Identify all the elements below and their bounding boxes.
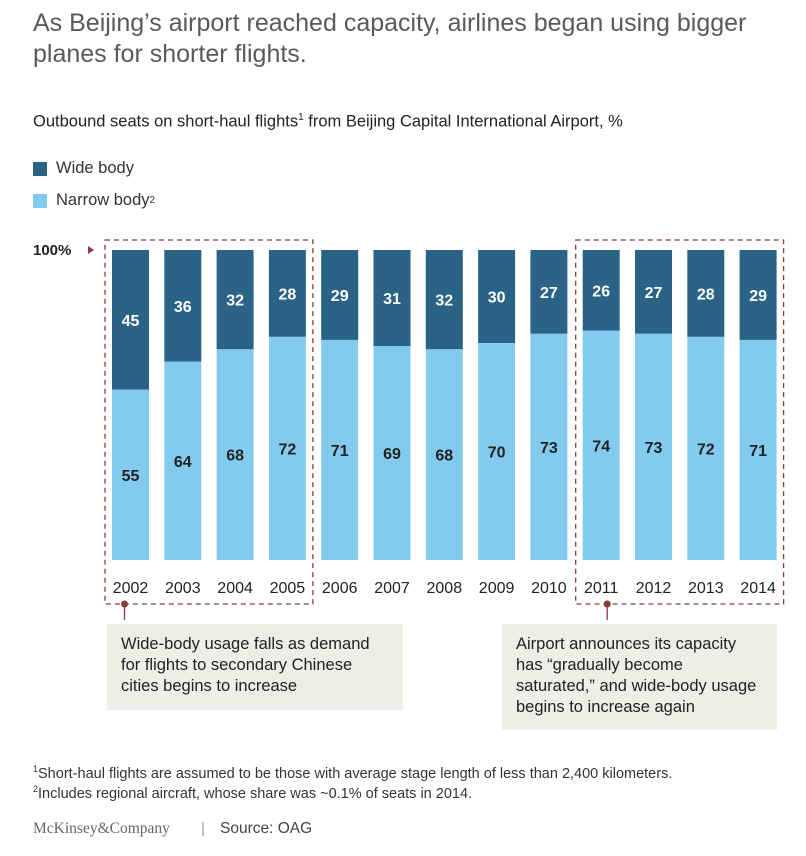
category-label-2012: 2012 [636,580,672,597]
label-wide-2010: 27 [540,285,558,302]
label-wide-2013: 28 [697,286,715,303]
label-narrow-2010: 73 [540,440,558,457]
bar-narrow-2002 [112,389,149,560]
category-label-2013: 2013 [688,580,724,597]
bar-wide-2011 [582,250,620,331]
bar-narrow-2012 [635,333,672,560]
label-wide-2007: 31 [383,291,401,308]
bar-narrow-2008 [425,349,463,560]
label-narrow-2005: 72 [279,441,297,458]
legend-swatch-wide-body [33,161,47,176]
footer-separator: | [201,820,205,837]
label-narrow-2014: 71 [749,443,767,460]
legend-label-wide-body: Wide body [56,159,134,177]
label-narrow-2013: 72 [697,441,715,458]
label-wide-2011: 26 [592,283,610,300]
category-label-2006: 2006 [322,580,358,597]
label-narrow-2008: 68 [435,448,453,465]
label-wide-2012: 27 [645,285,663,302]
page-title: As Beijing’s airport reached capacity, a… [33,9,747,68]
bar-narrow-2009 [478,343,516,560]
bar-wide-2003 [164,250,202,362]
bars-group: 45 55 2002 36 64 2003 32 68 2004 28 72 2005 29 71 2006… [112,250,777,597]
brand-logo: McKinsey&Company [33,820,170,837]
category-label-2011: 2011 [584,580,619,597]
label-narrow-2012: 73 [645,440,663,457]
bar-wide-2013 [687,250,725,337]
bar-wide-2002 [112,250,149,390]
bar-narrow-2005 [268,336,306,560]
axis-top-arrow [88,246,94,254]
annotation-box-right: Airport announces its capacity has “grad… [502,624,777,730]
category-label-2007: 2007 [374,580,410,597]
bar-narrow-2006 [321,339,359,560]
label-narrow-2007: 69 [383,446,401,463]
label-narrow-2002: 55 [122,468,140,485]
label-narrow-2006: 71 [331,443,349,460]
legend-footnote-mark: 2 [149,195,156,206]
stacked-bar-chart: 100% 45 55 2002 36 64 2003 32 68 2004 28 72 2005 29 7… [33,239,785,620]
bar-wide-2006 [321,250,359,340]
category-label-2009: 2009 [479,580,515,597]
category-label-2003: 2003 [165,580,201,597]
legend-item-narrow-body: Narrow body 2 [33,191,155,210]
bar-narrow-2011 [582,330,620,560]
bar-wide-2009 [478,250,516,343]
bar-narrow-2010 [530,333,568,560]
source-note: Source: OAG [220,820,313,837]
highlight-box-0 [104,239,314,605]
label-wide-2005: 28 [279,286,297,303]
bar-wide-2012 [635,250,672,334]
label-wide-2009: 30 [488,290,506,307]
legend-label-narrow-body: Narrow body [56,191,150,209]
bar-wide-2008 [425,250,463,350]
bar-wide-2004 [216,250,254,350]
label-wide-2014: 29 [749,288,767,305]
category-label-2008: 2008 [427,580,463,597]
category-label-2010: 2010 [531,580,567,597]
footnote-2: 2Includes regional aircraft, whose share… [33,784,473,802]
annotation-box-left: Wide-body usage falls as demand for flig… [107,624,403,710]
label-wide-2003: 36 [174,299,192,316]
label-wide-2002: 45 [122,313,140,330]
bar-narrow-2003 [164,361,202,560]
category-label-2002: 2002 [113,580,149,597]
bar-narrow-2004 [216,349,254,560]
bar-wide-2014 [739,250,777,340]
bar-wide-2010 [530,250,568,334]
axis-top-label: 100% [33,242,71,259]
bar-wide-2007 [373,250,411,347]
highlight-boxes [104,239,785,620]
label-narrow-2009: 70 [488,445,506,462]
bar-wide-2005 [268,250,306,337]
footnote-1: 1Short-haul flights are assumed to be th… [33,764,673,782]
category-label-2005: 2005 [270,580,306,597]
legend-item-wide-body: Wide body [33,159,134,178]
legend-swatch-narrow-body [33,193,47,208]
highlight-box-1 [575,239,785,605]
bar-narrow-2014 [739,339,777,560]
label-wide-2008: 32 [435,293,453,310]
chart-subtitle: Outbound seats on short-haul flights1 fr… [33,112,623,131]
label-narrow-2003: 64 [174,454,192,471]
label-wide-2004: 32 [226,293,244,310]
bar-narrow-2013 [687,336,725,560]
category-label-2004: 2004 [217,580,253,597]
bar-narrow-2007 [373,346,411,560]
label-wide-2006: 29 [331,288,349,305]
label-narrow-2011: 74 [592,438,610,455]
category-label-2014: 2014 [740,580,776,597]
label-narrow-2004: 68 [226,448,244,465]
